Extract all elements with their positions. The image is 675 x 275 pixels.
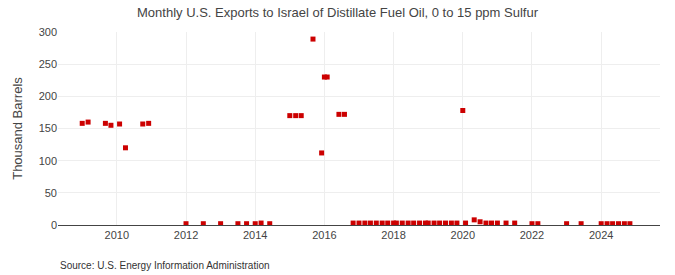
- svg-text:50: 50: [45, 187, 57, 199]
- svg-text:150: 150: [39, 122, 57, 134]
- svg-text:250: 250: [39, 58, 57, 70]
- svg-text:300: 300: [39, 26, 57, 38]
- svg-text:2014: 2014: [243, 229, 267, 241]
- svg-text:0: 0: [51, 219, 57, 231]
- svg-text:Source: U.S. Energy Informatio: Source: U.S. Energy Information Administ…: [60, 260, 270, 271]
- svg-text:2012: 2012: [174, 229, 198, 241]
- svg-text:200: 200: [39, 90, 57, 102]
- svg-text:2022: 2022: [520, 229, 544, 241]
- svg-text:2020: 2020: [451, 229, 475, 241]
- svg-text:2016: 2016: [312, 229, 336, 241]
- svg-text:Thousand Barrels: Thousand Barrels: [10, 77, 25, 180]
- svg-text:2024: 2024: [589, 229, 613, 241]
- svg-text:Monthly U.S. Exports to Israel: Monthly U.S. Exports to Israel of Distil…: [137, 5, 539, 20]
- svg-text:2018: 2018: [381, 229, 405, 241]
- svg-text:100: 100: [39, 155, 57, 167]
- svg-text:2010: 2010: [105, 229, 129, 241]
